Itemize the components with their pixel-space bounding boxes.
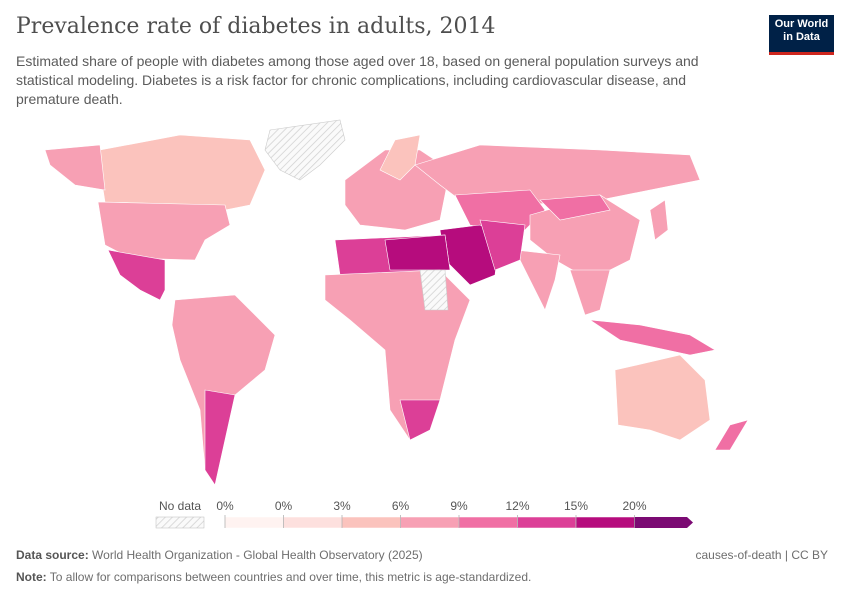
- legend-label: 3%: [333, 499, 351, 513]
- greenland[interactable]: [264, 119, 346, 181]
- source-text: World Health Organization - Global Healt…: [92, 548, 423, 562]
- legend-label: 0%: [216, 499, 234, 513]
- legend-label: 12%: [505, 499, 529, 513]
- source: Data source: World Health Organization -…: [16, 548, 423, 562]
- source-label: Data source:: [16, 548, 89, 562]
- legend-label: 15%: [564, 499, 588, 513]
- legend-label: 20%: [622, 499, 646, 513]
- iran-pakistan[interactable]: [479, 219, 526, 271]
- title: Prevalence rate of diabetes in adults, 2…: [16, 14, 496, 39]
- logo-line: in Data: [783, 31, 820, 43]
- legend-swatch: [400, 516, 460, 529]
- legend-label: 6%: [392, 499, 410, 513]
- south-africa[interactable]: [399, 399, 441, 441]
- logo-line: Our World: [774, 18, 829, 30]
- russia[interactable]: [414, 144, 701, 206]
- legend-swatch: [517, 516, 577, 529]
- subtitle: Estimated share of people with diabetes …: [16, 53, 699, 107]
- alaska[interactable]: [44, 144, 106, 191]
- india[interactable]: [514, 249, 561, 311]
- australia[interactable]: [614, 354, 711, 441]
- world-map: [44, 119, 749, 486]
- legend: No data 0% 0% 3% 6% 9% 12% 15% 20%: [155, 499, 693, 529]
- note: Note: To allow for comparisons between c…: [16, 570, 531, 584]
- logo[interactable]: Our World in Data: [769, 15, 834, 55]
- note-text: To allow for comparisons between countri…: [49, 570, 532, 584]
- canada[interactable]: [99, 134, 266, 211]
- legend-label: 0%: [275, 499, 293, 513]
- southeast-asia[interactable]: [569, 269, 611, 316]
- south-america[interactable]: [171, 294, 276, 486]
- argentina-chile[interactable]: [204, 389, 236, 486]
- legend-swatch: [458, 516, 518, 529]
- egypt-libya[interactable]: [384, 234, 451, 271]
- note-label: Note:: [16, 570, 47, 584]
- license[interactable]: causes-of-death | CC BY: [695, 548, 828, 562]
- sudan[interactable]: [419, 269, 449, 311]
- scandinavia[interactable]: [379, 134, 421, 181]
- no-data-label: No data: [159, 499, 201, 513]
- legend-swatch: [224, 516, 284, 529]
- legend-label: 9%: [450, 499, 468, 513]
- mongolia[interactable]: [539, 194, 611, 221]
- usa[interactable]: [97, 201, 231, 261]
- mexico[interactable]: [107, 249, 166, 301]
- legend-swatch: [634, 517, 693, 528]
- indonesia[interactable]: [589, 319, 716, 356]
- sub-saharan-africa[interactable]: [324, 269, 471, 441]
- japan[interactable]: [649, 199, 669, 241]
- legend-swatch: [283, 516, 343, 529]
- new-zealand[interactable]: [714, 419, 749, 451]
- no-data-swatch: [155, 516, 205, 529]
- legend-swatch: [575, 516, 635, 529]
- legend-swatch: [341, 516, 401, 529]
